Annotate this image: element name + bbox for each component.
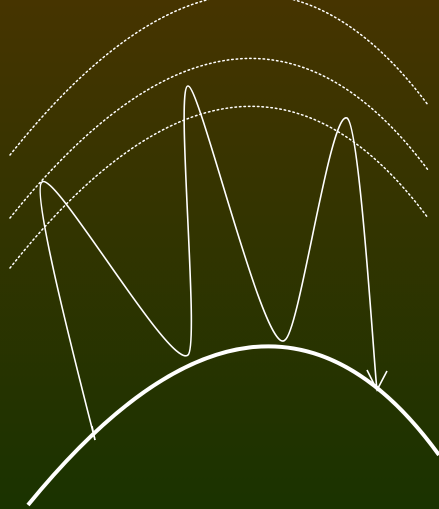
illustration bbox=[0, 0, 439, 509]
background bbox=[0, 0, 439, 509]
page: (() => { const data = JSON.parse(documen… bbox=[0, 0, 439, 509]
